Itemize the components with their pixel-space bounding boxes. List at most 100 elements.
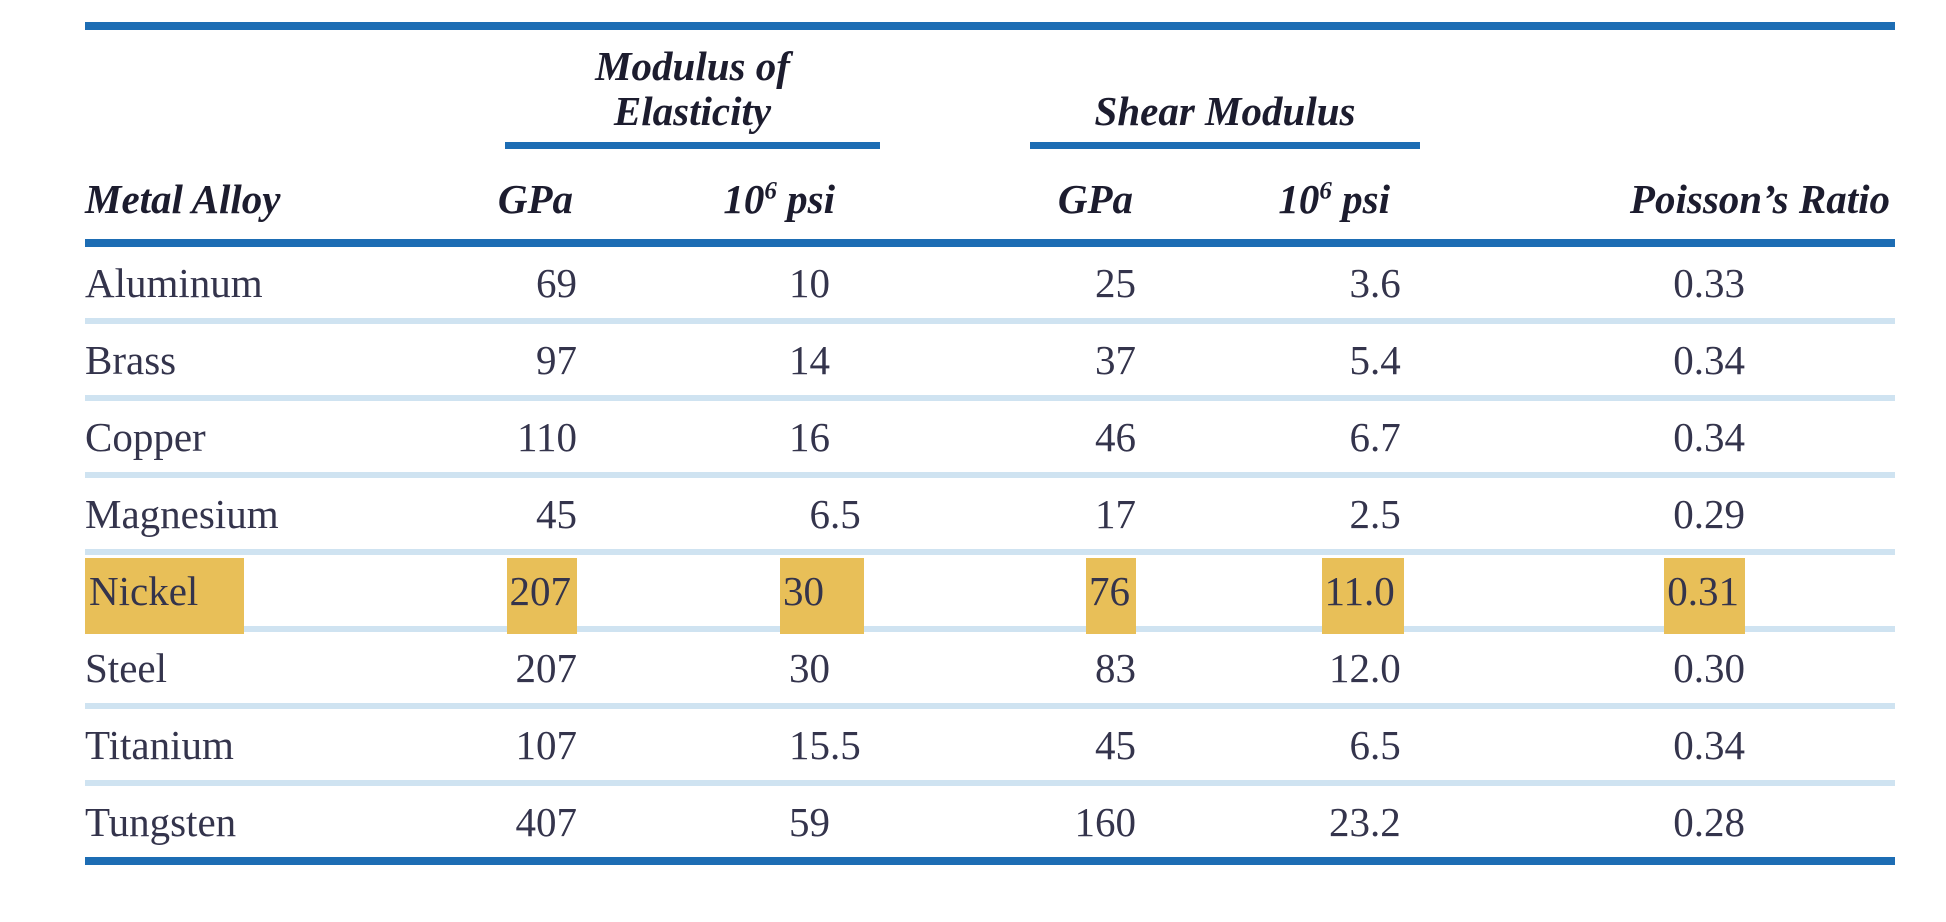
col-header-poissons-ratio: Poisson’s Ratio	[1420, 149, 1896, 248]
table-body: Aluminum 69 10 25 3.6 0.33 Brass 97 14 3…	[85, 243, 1896, 862]
elasticity-gpa-value: 45	[536, 490, 577, 537]
cell-elasticity-psi: 14	[585, 321, 880, 398]
cell-poissons-ratio: 0.31	[1420, 552, 1895, 634]
table-row: Aluminum 69 10 25 3.6 0.33	[85, 243, 1895, 321]
col-header-metal-alloy: Metal Alloy	[85, 149, 470, 248]
column-header-row: Metal Alloy GPa 106 psi GPa 106 psi Pois…	[85, 149, 1896, 248]
poissons-ratio-value: 0.31	[1664, 557, 1746, 634]
elasticity-gpa-value: 207	[515, 644, 578, 691]
modulus-elasticity-group-cell: Modulus of Elasticity	[470, 26, 880, 150]
elasticity-psi-value: 59	[789, 798, 830, 845]
unit-exponent: 6	[1319, 177, 1332, 205]
cell-elasticity-psi: 15.5	[585, 706, 880, 783]
cell-alloy-name: Magnesium	[85, 475, 470, 552]
shear-psi-value: 6.5	[1349, 721, 1401, 768]
alloy-name: Brass	[85, 336, 177, 383]
properties-table: Modulus of Elasticity Shear Modulus Meta…	[85, 22, 1896, 865]
group-header-line: Modulus of	[595, 43, 790, 89]
cell-shear-psi: 2.5	[1140, 475, 1420, 552]
elastic-properties-table: Modulus of Elasticity Shear Modulus Meta…	[85, 22, 1896, 865]
elasticity-psi-value: 16	[789, 413, 830, 460]
cell-elasticity-gpa: 97	[470, 321, 585, 398]
elasticity-gpa-value: 107	[515, 721, 578, 768]
table-row: Magnesium 45 6.5 17 2.5 0.29	[85, 475, 1896, 552]
cell-shear-gpa: 25	[880, 243, 1140, 321]
cell-alloy-name: Copper	[85, 398, 470, 475]
unit-exponent: 6	[764, 177, 777, 205]
shear-psi-value: 6.7	[1349, 413, 1401, 460]
poissons-ratio-value: 0.28	[1673, 798, 1746, 845]
col-header-elasticity-gpa: GPa	[470, 149, 585, 248]
elasticity-psi-value: 30	[789, 644, 830, 691]
shear-gpa-value: 76	[1086, 557, 1136, 634]
cell-shear-psi: 11.0	[1140, 552, 1420, 634]
cell-elasticity-psi: 30	[585, 552, 880, 634]
cell-poissons-ratio: 0.33	[1420, 243, 1895, 321]
cell-shear-psi: 5.4	[1140, 321, 1420, 398]
alloy-name: Magnesium	[85, 490, 279, 537]
shear-gpa-value: 45	[1095, 721, 1136, 768]
cell-shear-gpa: 76	[880, 552, 1140, 634]
cell-poissons-ratio: 0.29	[1420, 475, 1895, 552]
modulus-elasticity-group-header: Modulus of Elasticity	[505, 30, 880, 150]
shear-gpa-value: 25	[1095, 259, 1136, 306]
cell-alloy-name: Titanium	[85, 706, 470, 783]
elasticity-psi-value: 10	[789, 259, 830, 306]
cell-elasticity-gpa: 207	[470, 629, 585, 706]
elasticity-gpa-value: 97	[536, 336, 577, 383]
elasticity-psi-value: 14	[789, 336, 830, 383]
cell-alloy-name: Brass	[85, 321, 470, 398]
cell-shear-gpa: 45	[880, 706, 1140, 783]
cell-shear-gpa: 46	[880, 398, 1140, 475]
col-header-shear-psi: 106 psi	[1140, 149, 1421, 248]
cell-poissons-ratio: 0.34	[1420, 398, 1895, 475]
shear-psi-value: 5.4	[1349, 336, 1401, 383]
group-header-line: Elasticity	[613, 88, 772, 135]
alloy-name: Tungsten	[85, 798, 237, 845]
spanner-spacer	[85, 26, 470, 149]
shear-psi-value: 11.0	[1321, 557, 1405, 634]
poissons-ratio-value: 0.29	[1673, 490, 1746, 537]
alloy-name: Aluminum	[85, 259, 263, 306]
col-header-shear-gpa: GPa	[880, 149, 1140, 248]
shear-gpa-value: 37	[1095, 336, 1136, 383]
table-row: Brass 97 14 37 5.4 0.34	[85, 321, 1896, 398]
cell-shear-gpa: 37	[880, 321, 1140, 398]
cell-shear-gpa: 17	[880, 475, 1140, 552]
cell-elasticity-psi: 16	[585, 398, 880, 475]
alloy-name: Steel	[85, 644, 167, 691]
shear-psi-value: 12.0	[1329, 644, 1401, 691]
elasticity-psi-value: 30	[780, 557, 864, 634]
shear-psi-value: 3.6	[1349, 259, 1401, 306]
shear-gpa-value: 46	[1095, 413, 1136, 460]
poissons-ratio-value: 0.34	[1673, 721, 1746, 768]
unit-suffix: psi	[776, 176, 835, 223]
cell-poissons-ratio: 0.34	[1420, 706, 1895, 783]
unit-base: 10	[1278, 176, 1320, 223]
cell-alloy-name: Nickel	[85, 552, 470, 634]
cell-elasticity-gpa: 107	[470, 706, 585, 783]
cell-elasticity-gpa: 69	[470, 243, 585, 321]
shear-psi-value: 23.2	[1329, 798, 1401, 845]
cell-elasticity-psi: 30	[585, 629, 880, 706]
elasticity-gpa-value: 69	[536, 259, 577, 306]
elasticity-gpa-value: 110	[517, 413, 577, 460]
cell-shear-psi: 23.2	[1140, 783, 1420, 861]
unit-suffix: psi	[1331, 176, 1391, 223]
shear-gpa-value: 160	[1074, 798, 1137, 845]
cell-alloy-name: Steel	[85, 629, 470, 706]
table-row: Nickel 207 30 76 11.0 0.31	[85, 552, 1896, 634]
cell-elasticity-gpa: 207	[470, 552, 585, 634]
cell-elasticity-gpa: 45	[470, 475, 585, 552]
poissons-ratio-value: 0.34	[1673, 336, 1746, 383]
shear-psi-value: 2.5	[1349, 490, 1401, 537]
cell-elasticity-psi: 6.5	[585, 475, 880, 552]
cell-elasticity-gpa: 407	[470, 783, 585, 861]
cell-alloy-name: Tungsten	[85, 783, 470, 861]
cell-alloy-name: Aluminum	[85, 243, 470, 321]
cell-poissons-ratio: 0.34	[1420, 321, 1895, 398]
cell-elasticity-psi: 59	[585, 783, 880, 861]
poissons-ratio-value: 0.33	[1673, 259, 1746, 306]
shear-modulus-group-header: Shear Modulus	[1030, 75, 1421, 150]
